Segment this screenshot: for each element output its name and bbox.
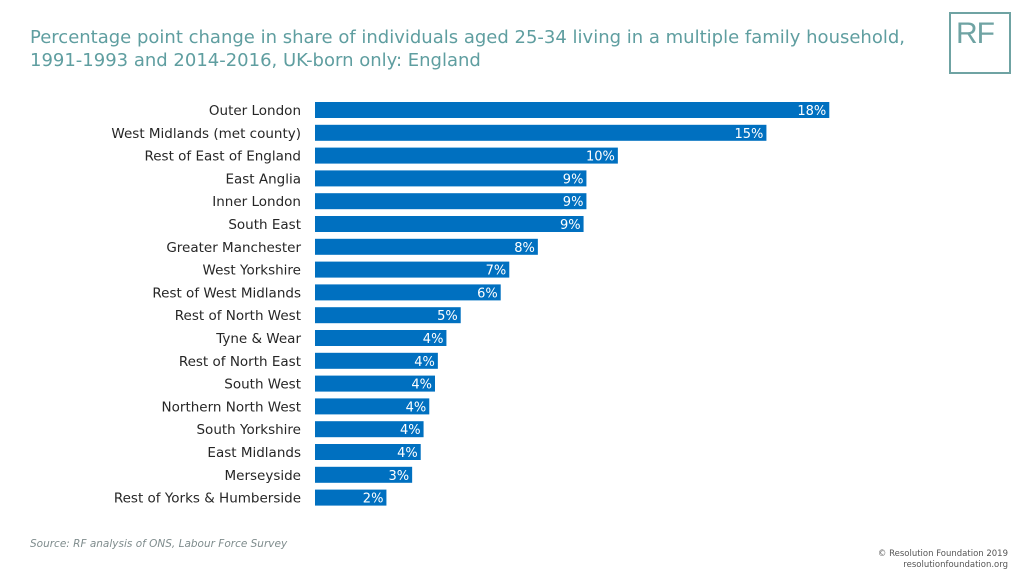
category-label: Tyne & Wear (215, 331, 301, 347)
bar (315, 216, 584, 232)
source-note: Source: RF analysis of ONS, Labour Force… (30, 538, 288, 550)
data-label: 15% (735, 127, 764, 142)
bar (315, 193, 587, 210)
data-label: 2% (363, 492, 384, 507)
bar (315, 261, 510, 278)
category-label: Rest of West Midlands (152, 285, 301, 301)
bar (315, 284, 501, 301)
data-label: 6% (477, 286, 498, 301)
data-label: 4% (414, 355, 435, 370)
data-label: 5% (437, 309, 458, 324)
bar (315, 238, 538, 255)
data-label: 4% (406, 400, 427, 415)
data-label: 3% (389, 469, 410, 484)
data-label: 4% (400, 423, 421, 438)
bar (315, 170, 587, 187)
rf-logo: RF (949, 12, 1011, 74)
bar (315, 124, 767, 141)
bar (315, 398, 430, 415)
data-label: 9% (563, 195, 584, 210)
category-label: West Midlands (met county) (111, 126, 301, 142)
category-label: Rest of North East (179, 354, 301, 370)
bar (315, 147, 618, 164)
data-label: 18% (797, 104, 826, 119)
logo-text: RF (956, 17, 995, 50)
data-label: 9% (563, 172, 584, 187)
data-label: 8% (514, 241, 535, 256)
bar (315, 102, 830, 118)
website: resolutionfoundation.org (903, 560, 1008, 570)
category-label: Rest of Yorks & Humberside (114, 491, 301, 507)
bar (315, 352, 438, 369)
category-label: East Anglia (225, 171, 301, 187)
bar (315, 375, 435, 392)
copyright-block: © Resolution Foundation 2019 resolutionf… (878, 549, 1008, 571)
chart-title: Percentage point change in share of indi… (30, 27, 905, 71)
bar (315, 466, 413, 483)
category-label: South Yorkshire (196, 422, 301, 438)
bar (315, 489, 387, 506)
copyright: © Resolution Foundation 2019 (877, 549, 1008, 559)
category-label: Greater Manchester (166, 240, 301, 256)
data-label: 4% (411, 378, 432, 393)
bar (315, 444, 421, 460)
bar (315, 421, 424, 438)
data-label: 7% (486, 264, 507, 279)
data-label: 9% (560, 218, 581, 233)
category-label: South East (228, 217, 301, 233)
category-label: Rest of North West (175, 308, 301, 324)
category-label: Outer London (209, 103, 301, 119)
category-label: South West (224, 377, 301, 393)
data-label: 4% (423, 332, 444, 347)
category-label: East Midlands (207, 445, 301, 461)
data-label: 4% (397, 446, 418, 461)
category-label: Northern North West (162, 399, 301, 415)
bar (315, 330, 447, 346)
category-label: West Yorkshire (203, 263, 301, 279)
category-label: Merseyside (225, 468, 302, 484)
data-label: 10% (586, 150, 615, 165)
category-label: Inner London (212, 194, 301, 210)
category-label: Rest of East of England (144, 149, 301, 165)
bar (315, 307, 461, 324)
